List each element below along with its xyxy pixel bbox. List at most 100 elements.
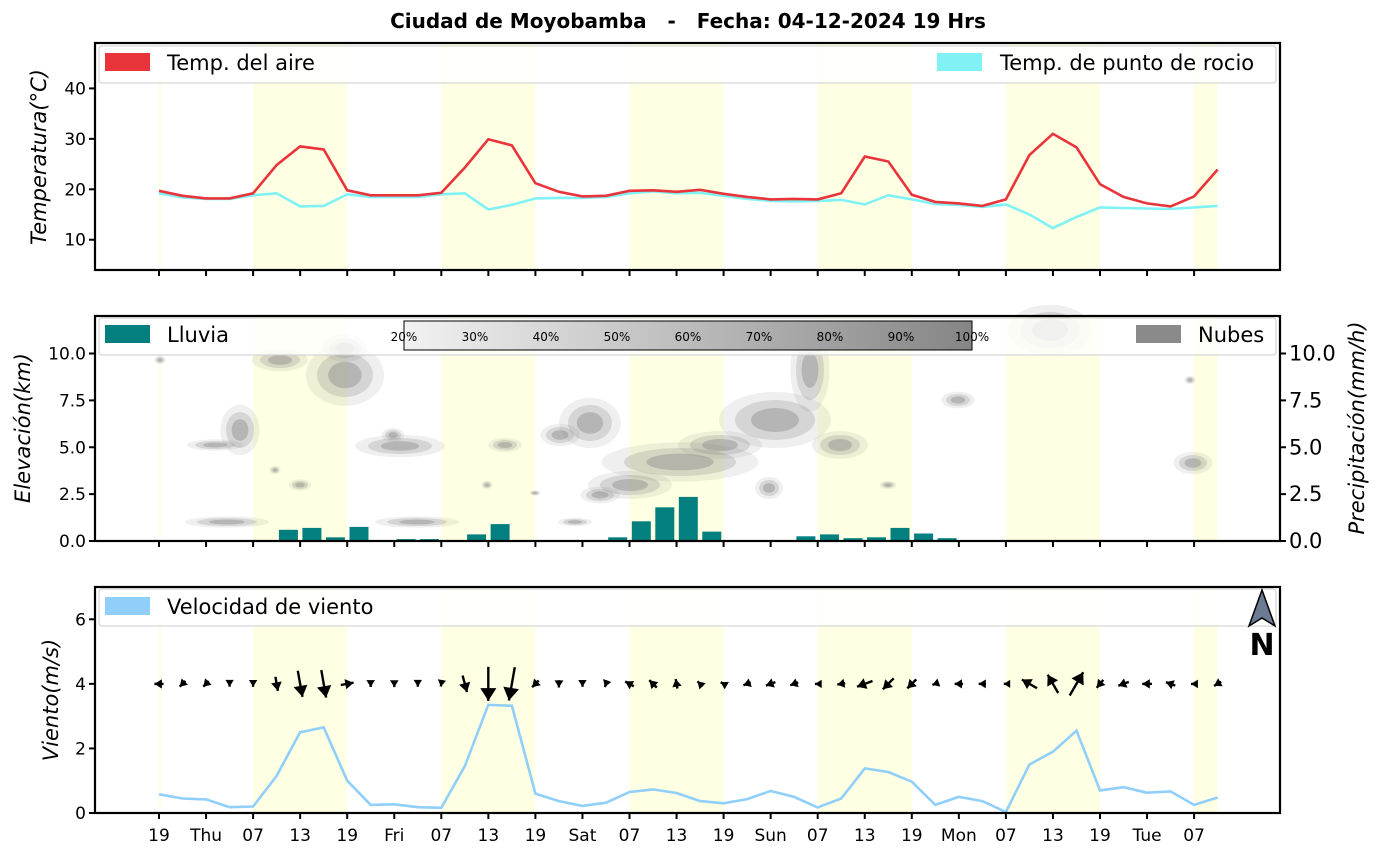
wind-arrow-head	[1096, 678, 1106, 688]
cloud-contour	[387, 518, 447, 526]
x-tick-label: 13	[1042, 826, 1064, 846]
x-tick-label: Thu	[189, 826, 222, 846]
wind-arrow	[765, 678, 776, 688]
cloud-contour	[588, 471, 672, 499]
elevation-ylabel: Elevación(km)	[11, 353, 35, 503]
cloud-contour	[624, 448, 736, 476]
y-tick-label: 5.0	[59, 438, 86, 458]
rain-bar	[867, 537, 886, 542]
wind-arrow	[954, 679, 964, 689]
colorbar-label: 50%	[604, 330, 631, 344]
cloud-contour	[702, 439, 738, 451]
x-tick-label: 07	[807, 826, 829, 846]
wind-legend: Velocidad de viento	[98, 588, 1277, 627]
cloud-contour	[531, 491, 539, 495]
cloud-contour	[209, 519, 245, 525]
x-tick-label: 19	[336, 826, 358, 846]
cloud-contour	[355, 434, 445, 458]
rain-bar	[608, 537, 628, 542]
y-tick-label: 20	[64, 180, 86, 200]
rain-bar	[914, 533, 934, 541]
x-tick-label: 19	[901, 826, 923, 846]
temperature-x-ticks	[158, 270, 1196, 276]
cloud-contour	[1186, 377, 1194, 383]
rain-bar	[278, 529, 298, 542]
wind-arrow-head	[1142, 679, 1150, 689]
wind-arrow-head	[389, 680, 399, 688]
day-band	[159, 43, 161, 270]
wind-arrow	[503, 666, 519, 701]
wind-arrow-head	[1071, 672, 1084, 686]
cloud-contour	[558, 517, 592, 527]
cloud-contour	[185, 516, 269, 528]
dew-legend-swatch	[937, 53, 982, 71]
cloud-contour	[559, 397, 621, 449]
cloud-contour	[879, 480, 897, 490]
cloud-contour	[719, 392, 831, 448]
wind-arrow	[1191, 679, 1198, 689]
wind-arrow	[225, 679, 234, 687]
wind-arrow	[672, 678, 682, 689]
colorbar-label: 20%	[391, 330, 418, 344]
y-tick-label: 10.0	[48, 345, 86, 365]
y-tick-label-right: 10.0	[1289, 342, 1336, 366]
cloud-contour	[271, 467, 279, 473]
cloud-contour	[268, 355, 292, 365]
wind-arrow-head	[697, 681, 706, 690]
rain-bar	[325, 537, 345, 542]
wind-arrow-head	[293, 684, 308, 697]
cloud-contour	[317, 353, 373, 397]
y-tick-label: 0.0	[59, 532, 86, 552]
cloud-contour	[576, 412, 604, 434]
wind-arrow-head	[532, 678, 541, 688]
cloud-contour	[1184, 458, 1202, 468]
cloud-legend-swatch	[1136, 325, 1181, 343]
air-temperature-line	[158, 132, 1219, 208]
cloud-contour	[1179, 455, 1207, 471]
wind-arrow-head	[271, 681, 282, 691]
wind-arrow-head	[954, 679, 962, 689]
cloud-contour	[381, 428, 405, 442]
cloud-contour	[884, 483, 892, 487]
cloud-contour	[601, 442, 759, 482]
wind-arrow-head	[248, 680, 258, 687]
wind-arrow-head	[1165, 680, 1175, 690]
precipitation-panel: 0.0 2.5 5.0 7.5 10.0 0.0 2.5 5.0 7.5 10.0 Elevac…	[11, 304, 1369, 553]
colorbar-label: 60%	[675, 330, 702, 344]
wind-arrow-head	[480, 688, 497, 701]
x-tick-label: Fri	[384, 826, 404, 846]
cloud-contour	[231, 419, 249, 441]
wind-arrow	[340, 679, 354, 690]
wind-frame	[93, 585, 1282, 815]
wind-arrow-head	[1191, 679, 1198, 689]
wind-arrow-head	[837, 678, 846, 688]
cloud-contour	[305, 344, 385, 406]
colorbar-label: 90%	[888, 330, 915, 344]
y-tick-label: 7.5	[59, 391, 86, 411]
cloud-contour	[375, 516, 459, 528]
x-tick-label: 19	[525, 826, 547, 846]
rain-bars	[184, 496, 957, 542]
cloud-contour	[328, 361, 362, 389]
cloud-contour	[678, 431, 762, 459]
y-tick-label: 4	[75, 675, 86, 695]
cloud-contour	[272, 468, 278, 472]
wind-arrow-head	[554, 680, 564, 688]
day-band	[1194, 316, 1218, 541]
wind-arrow-head	[225, 679, 234, 687]
wind-arrow-head	[672, 679, 682, 688]
wind-arrow	[248, 680, 258, 687]
dew-legend-label: Temp. de punto de rocio	[999, 51, 1254, 75]
cloud-colorbar: 20% 30% 40% 50% 60% 70% 80% 90% 100%	[391, 320, 989, 351]
x-tick-label: 07	[242, 826, 264, 846]
cloud-contour	[1184, 375, 1196, 385]
cloud-contour	[551, 430, 569, 440]
cloud-contour	[368, 438, 432, 454]
x-tick-label: 07	[1183, 826, 1205, 846]
cloud-contour	[483, 482, 491, 488]
wind-arrow	[1142, 679, 1152, 689]
wind-arrow-head	[720, 681, 729, 690]
wind-arrow	[1213, 678, 1223, 687]
cloud-contour	[801, 352, 819, 388]
